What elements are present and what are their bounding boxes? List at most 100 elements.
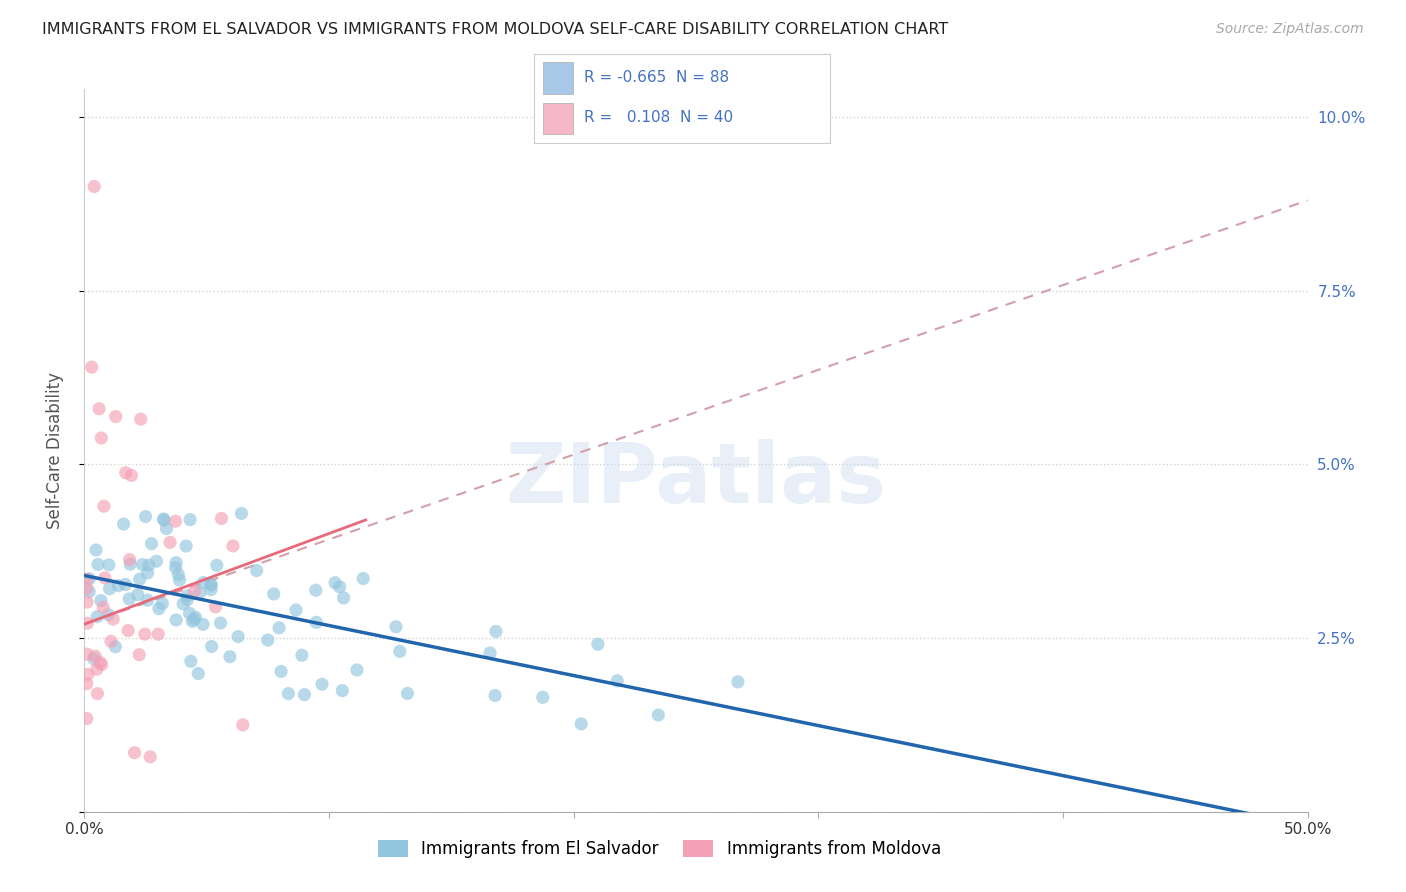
Point (165, 613, 187, 627)
Point (352, 572, 374, 586)
Point (165, 514, 187, 528)
Point (146, 627, 169, 641)
Point (135, 509, 157, 524)
Point (97, 607, 120, 622)
Point (184, 610, 207, 624)
Point (141, 537, 163, 551)
Point (101, 612, 124, 626)
Point (124, 746, 146, 760)
Point (128, 648, 150, 662)
Point (76, 676, 98, 690)
Point (479, 646, 502, 660)
Point (569, 717, 592, 731)
Point (90, 593, 112, 607)
Point (606, 673, 628, 688)
Point (193, 575, 215, 590)
Point (201, 640, 224, 654)
Point (134, 627, 156, 641)
Point (120, 468, 142, 483)
Point (531, 690, 554, 705)
Point (91, 600, 114, 615)
Point (231, 507, 253, 521)
Point (165, 560, 187, 574)
Point (305, 615, 328, 630)
Point (277, 687, 299, 701)
Point (179, 607, 201, 621)
Y-axis label: Self-Care Disability: Self-Care Disability (45, 372, 63, 529)
Point (104, 640, 127, 654)
Text: IMMIGRANTS FROM EL SALVADOR VS IMMIGRANTS FROM MOLDOVA SELF-CARE DISABILITY CORR: IMMIGRANTS FROM EL SALVADOR VS IMMIGRANT… (42, 22, 949, 37)
Point (200, 582, 222, 597)
Point (311, 677, 333, 691)
Point (187, 666, 209, 681)
Point (76, 616, 98, 631)
Point (129, 412, 152, 426)
Point (76, 595, 98, 609)
Point (294, 688, 316, 702)
Legend: Immigrants from El Salvador, Immigrants from Moldova: Immigrants from El Salvador, Immigrants … (371, 833, 948, 865)
Point (84, 649, 107, 664)
Point (172, 597, 194, 611)
Point (77, 572, 100, 586)
Point (180, 654, 202, 668)
Point (285, 603, 308, 617)
Point (76, 647, 98, 661)
Point (332, 591, 354, 605)
Point (176, 592, 198, 607)
Text: Source: ZipAtlas.com: Source: ZipAtlas.com (1216, 22, 1364, 37)
Point (305, 583, 328, 598)
Point (76, 581, 98, 595)
Point (93, 499, 115, 513)
Point (90, 431, 112, 445)
Point (385, 620, 408, 634)
Point (136, 593, 159, 607)
Point (176, 589, 198, 603)
Point (86, 662, 108, 676)
Point (80, 360, 103, 375)
Text: R =   0.108  N = 40: R = 0.108 N = 40 (585, 111, 734, 125)
Point (76, 712, 98, 726)
Text: ZIPatlas: ZIPatlas (506, 439, 886, 520)
Point (200, 578, 222, 592)
Point (323, 575, 346, 590)
Point (181, 615, 204, 629)
Point (94, 571, 117, 585)
Point (90, 657, 112, 672)
Point (152, 512, 174, 526)
Point (396, 686, 419, 700)
Point (191, 617, 214, 632)
Point (226, 630, 249, 644)
Point (246, 564, 269, 578)
Point (145, 554, 167, 568)
Point (222, 539, 245, 553)
Point (86, 609, 108, 624)
Point (131, 558, 153, 572)
Point (118, 591, 141, 606)
Point (484, 689, 506, 703)
Point (84, 543, 107, 558)
Point (169, 573, 191, 587)
Point (200, 577, 222, 591)
Point (120, 558, 142, 572)
Point (174, 539, 197, 553)
Point (159, 535, 181, 549)
Point (107, 579, 129, 593)
Point (83, 652, 105, 666)
Point (329, 580, 352, 594)
Point (183, 584, 205, 599)
Point (179, 513, 201, 527)
Point (112, 517, 135, 532)
Point (83, 179, 105, 194)
Point (97, 558, 120, 572)
Point (232, 718, 254, 732)
Point (211, 511, 233, 525)
Point (270, 665, 292, 679)
Point (167, 567, 190, 582)
Point (76, 667, 98, 681)
Point (118, 552, 141, 566)
Point (155, 522, 177, 536)
Point (388, 644, 411, 658)
Point (183, 612, 205, 626)
Point (165, 556, 187, 570)
Point (76, 572, 98, 586)
